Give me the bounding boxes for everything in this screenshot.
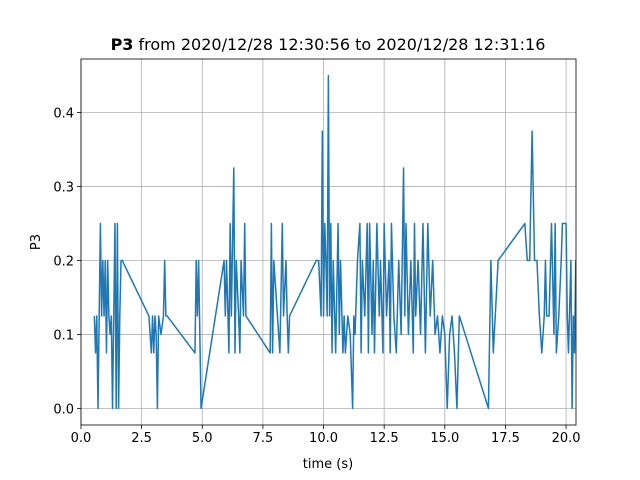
y-tick-label: 0.3 — [53, 181, 74, 196]
x-tick-label: 10.0 — [309, 431, 338, 446]
y-tick-label: 0.0 — [53, 402, 74, 417]
x-tick-label: 12.5 — [370, 431, 399, 446]
x-tick-label: 2.5 — [131, 431, 152, 446]
x-tick-label: 5.0 — [192, 431, 213, 446]
x-tick-label: 15.0 — [430, 431, 459, 446]
x-tick-label: 7.5 — [253, 431, 274, 446]
y-tick-label: 0.1 — [53, 328, 74, 343]
x-tick-label: 17.5 — [491, 431, 520, 446]
x-axis-label: time (s) — [303, 457, 353, 472]
data-line — [93, 74, 576, 410]
y-axis-label: P3 — [29, 234, 44, 250]
plot-frame — [80, 58, 577, 426]
y-tick-label: 0.2 — [53, 254, 74, 269]
x-tick-label: 20.0 — [552, 431, 581, 446]
chart-title: P3 from 2020/12/28 12:30:56 to 2020/12/2… — [111, 35, 546, 54]
y-tick-label: 0.4 — [53, 107, 74, 122]
title-part: P3 — [111, 35, 134, 54]
x-tick-label: 0.0 — [71, 431, 92, 446]
title-part: from 2020/12/28 12:30:56 to 2020/12/28 1… — [133, 35, 545, 54]
